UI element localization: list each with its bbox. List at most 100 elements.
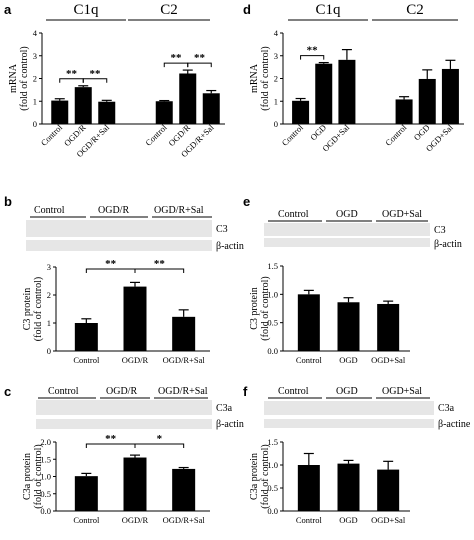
x-tick-label: OGD/R xyxy=(122,355,149,365)
significance-marker: ** xyxy=(194,52,206,64)
bar xyxy=(297,465,320,511)
y-tick-label: 4 xyxy=(33,28,38,38)
chart-e: 0.00.51.01.5C3 protein(fold of control)C… xyxy=(249,261,410,365)
blot-row-label: C3 xyxy=(216,224,228,235)
y-tick-label: 1.5 xyxy=(40,454,51,464)
bar xyxy=(418,78,436,124)
y-axis-label: mRNA(fold of control) xyxy=(8,46,30,110)
y-tick-label: 3 xyxy=(33,51,37,61)
y-tick-label: 2 xyxy=(47,290,51,300)
y-tick-label: 0.5 xyxy=(40,489,51,499)
western-blot-c: Control OGD/R OGD/R+Sal C3a β-actin xyxy=(36,386,244,430)
y-axis-label-line: C3a protein xyxy=(249,453,260,500)
significance-marker: ** xyxy=(105,433,117,445)
x-tick-label: Control xyxy=(296,515,323,525)
bar xyxy=(98,101,116,124)
bar xyxy=(337,302,360,351)
y-tick-label: 3 xyxy=(47,262,51,272)
western-blot-f: Control OGD OGD+Sal C3a β-actine xyxy=(264,386,471,430)
x-tick-label: OGD xyxy=(339,355,357,365)
blot-row-label: β-actin xyxy=(434,239,462,250)
bar xyxy=(74,476,98,511)
significance-bracket xyxy=(82,78,108,83)
y-axis-label-line: mRNA xyxy=(8,63,19,93)
y-axis-label-line: C3 protein xyxy=(22,288,33,331)
y-tick-label: 0.0 xyxy=(267,506,278,516)
y-axis-label-line: (fold of control) xyxy=(260,46,271,110)
y-tick-label: 0.5 xyxy=(267,318,278,328)
panel-label-c: c xyxy=(4,384,11,399)
x-tick-label: Control xyxy=(39,122,65,148)
western-blot-e: Control OGD OGD+Sal C3 β-actin xyxy=(264,209,462,250)
group-title: C1q xyxy=(315,2,341,18)
bar xyxy=(51,100,69,124)
y-tick-label: 2 xyxy=(274,74,278,84)
y-axis-label-line: mRNA xyxy=(249,63,260,93)
significance-marker: ** xyxy=(90,68,102,80)
x-tick-label: Control xyxy=(296,355,323,365)
y-tick-label: 0.0 xyxy=(267,346,278,356)
blot-group-label: OGD+Sal xyxy=(382,209,422,220)
blot-group-label: OGD+Sal xyxy=(382,386,422,397)
blot-row-label: C3 xyxy=(434,225,446,236)
y-axis-label: C3a protein(fold of control) xyxy=(22,444,44,508)
y-tick-label: 0.5 xyxy=(267,483,278,493)
bar xyxy=(297,294,320,351)
x-tick-label: OGD xyxy=(412,122,432,142)
y-tick-label: 1 xyxy=(274,96,278,106)
significance-marker: ** xyxy=(307,45,319,57)
x-tick-label: OGD/R+Sal xyxy=(163,515,206,525)
panel-label-d: d xyxy=(243,2,251,17)
significance-marker: ** xyxy=(105,258,117,270)
bar xyxy=(179,73,197,124)
bar xyxy=(123,286,147,351)
y-axis-label: C3 protein(fold of control) xyxy=(249,276,271,340)
significance-bracket xyxy=(134,443,185,448)
y-axis-label-line: C3a protein xyxy=(22,453,33,500)
x-tick-label: Control xyxy=(73,515,100,525)
bar xyxy=(292,100,310,124)
y-tick-label: 1 xyxy=(33,96,37,106)
group-title: C2 xyxy=(160,2,178,18)
group-title: C1q xyxy=(73,2,99,18)
bar xyxy=(377,303,400,351)
y-axis-label-line: (fold of control) xyxy=(33,444,44,508)
x-tick-label: Control xyxy=(383,122,409,148)
y-axis-label-line: (fold of control) xyxy=(19,46,30,110)
y-tick-label: 1.0 xyxy=(267,460,278,470)
y-axis-label-line: C3 protein xyxy=(249,287,260,330)
y-tick-label: 2 xyxy=(33,74,37,84)
x-tick-label: OGD/R+Sal xyxy=(163,355,206,365)
bar xyxy=(74,323,98,351)
panel-label-f: f xyxy=(243,384,248,399)
x-tick-label: Control xyxy=(73,355,100,365)
y-axis-label: C3a protein(fold of control) xyxy=(249,444,271,508)
y-tick-label: 1.5 xyxy=(267,437,278,447)
y-tick-label: 1.0 xyxy=(267,289,278,299)
y-axis-label: C3 protein(fold of control) xyxy=(22,277,44,341)
bar xyxy=(338,59,356,124)
y-axis-label-line: (fold of control) xyxy=(33,277,44,341)
bar xyxy=(155,101,173,124)
bar xyxy=(441,68,459,124)
x-tick-label: OGD+Sal xyxy=(371,515,406,525)
blot-group-label: Control xyxy=(34,205,65,216)
x-tick-label: OGD+Sal xyxy=(371,355,406,365)
bar xyxy=(315,63,333,124)
y-tick-label: 3 xyxy=(274,51,278,61)
blot-row-label: β-actin xyxy=(216,419,244,430)
significance-marker: ** xyxy=(154,258,166,270)
significance-bracket xyxy=(134,268,185,273)
blot-row-label: C3a xyxy=(216,403,233,414)
blot-group-label: OGD/R+Sal xyxy=(158,386,208,397)
blot-group-label: OGD xyxy=(336,386,358,397)
blot-row-label: C3a xyxy=(438,403,455,414)
bar xyxy=(395,99,413,124)
blot-group-label: Control xyxy=(48,386,79,397)
bar xyxy=(172,316,196,351)
